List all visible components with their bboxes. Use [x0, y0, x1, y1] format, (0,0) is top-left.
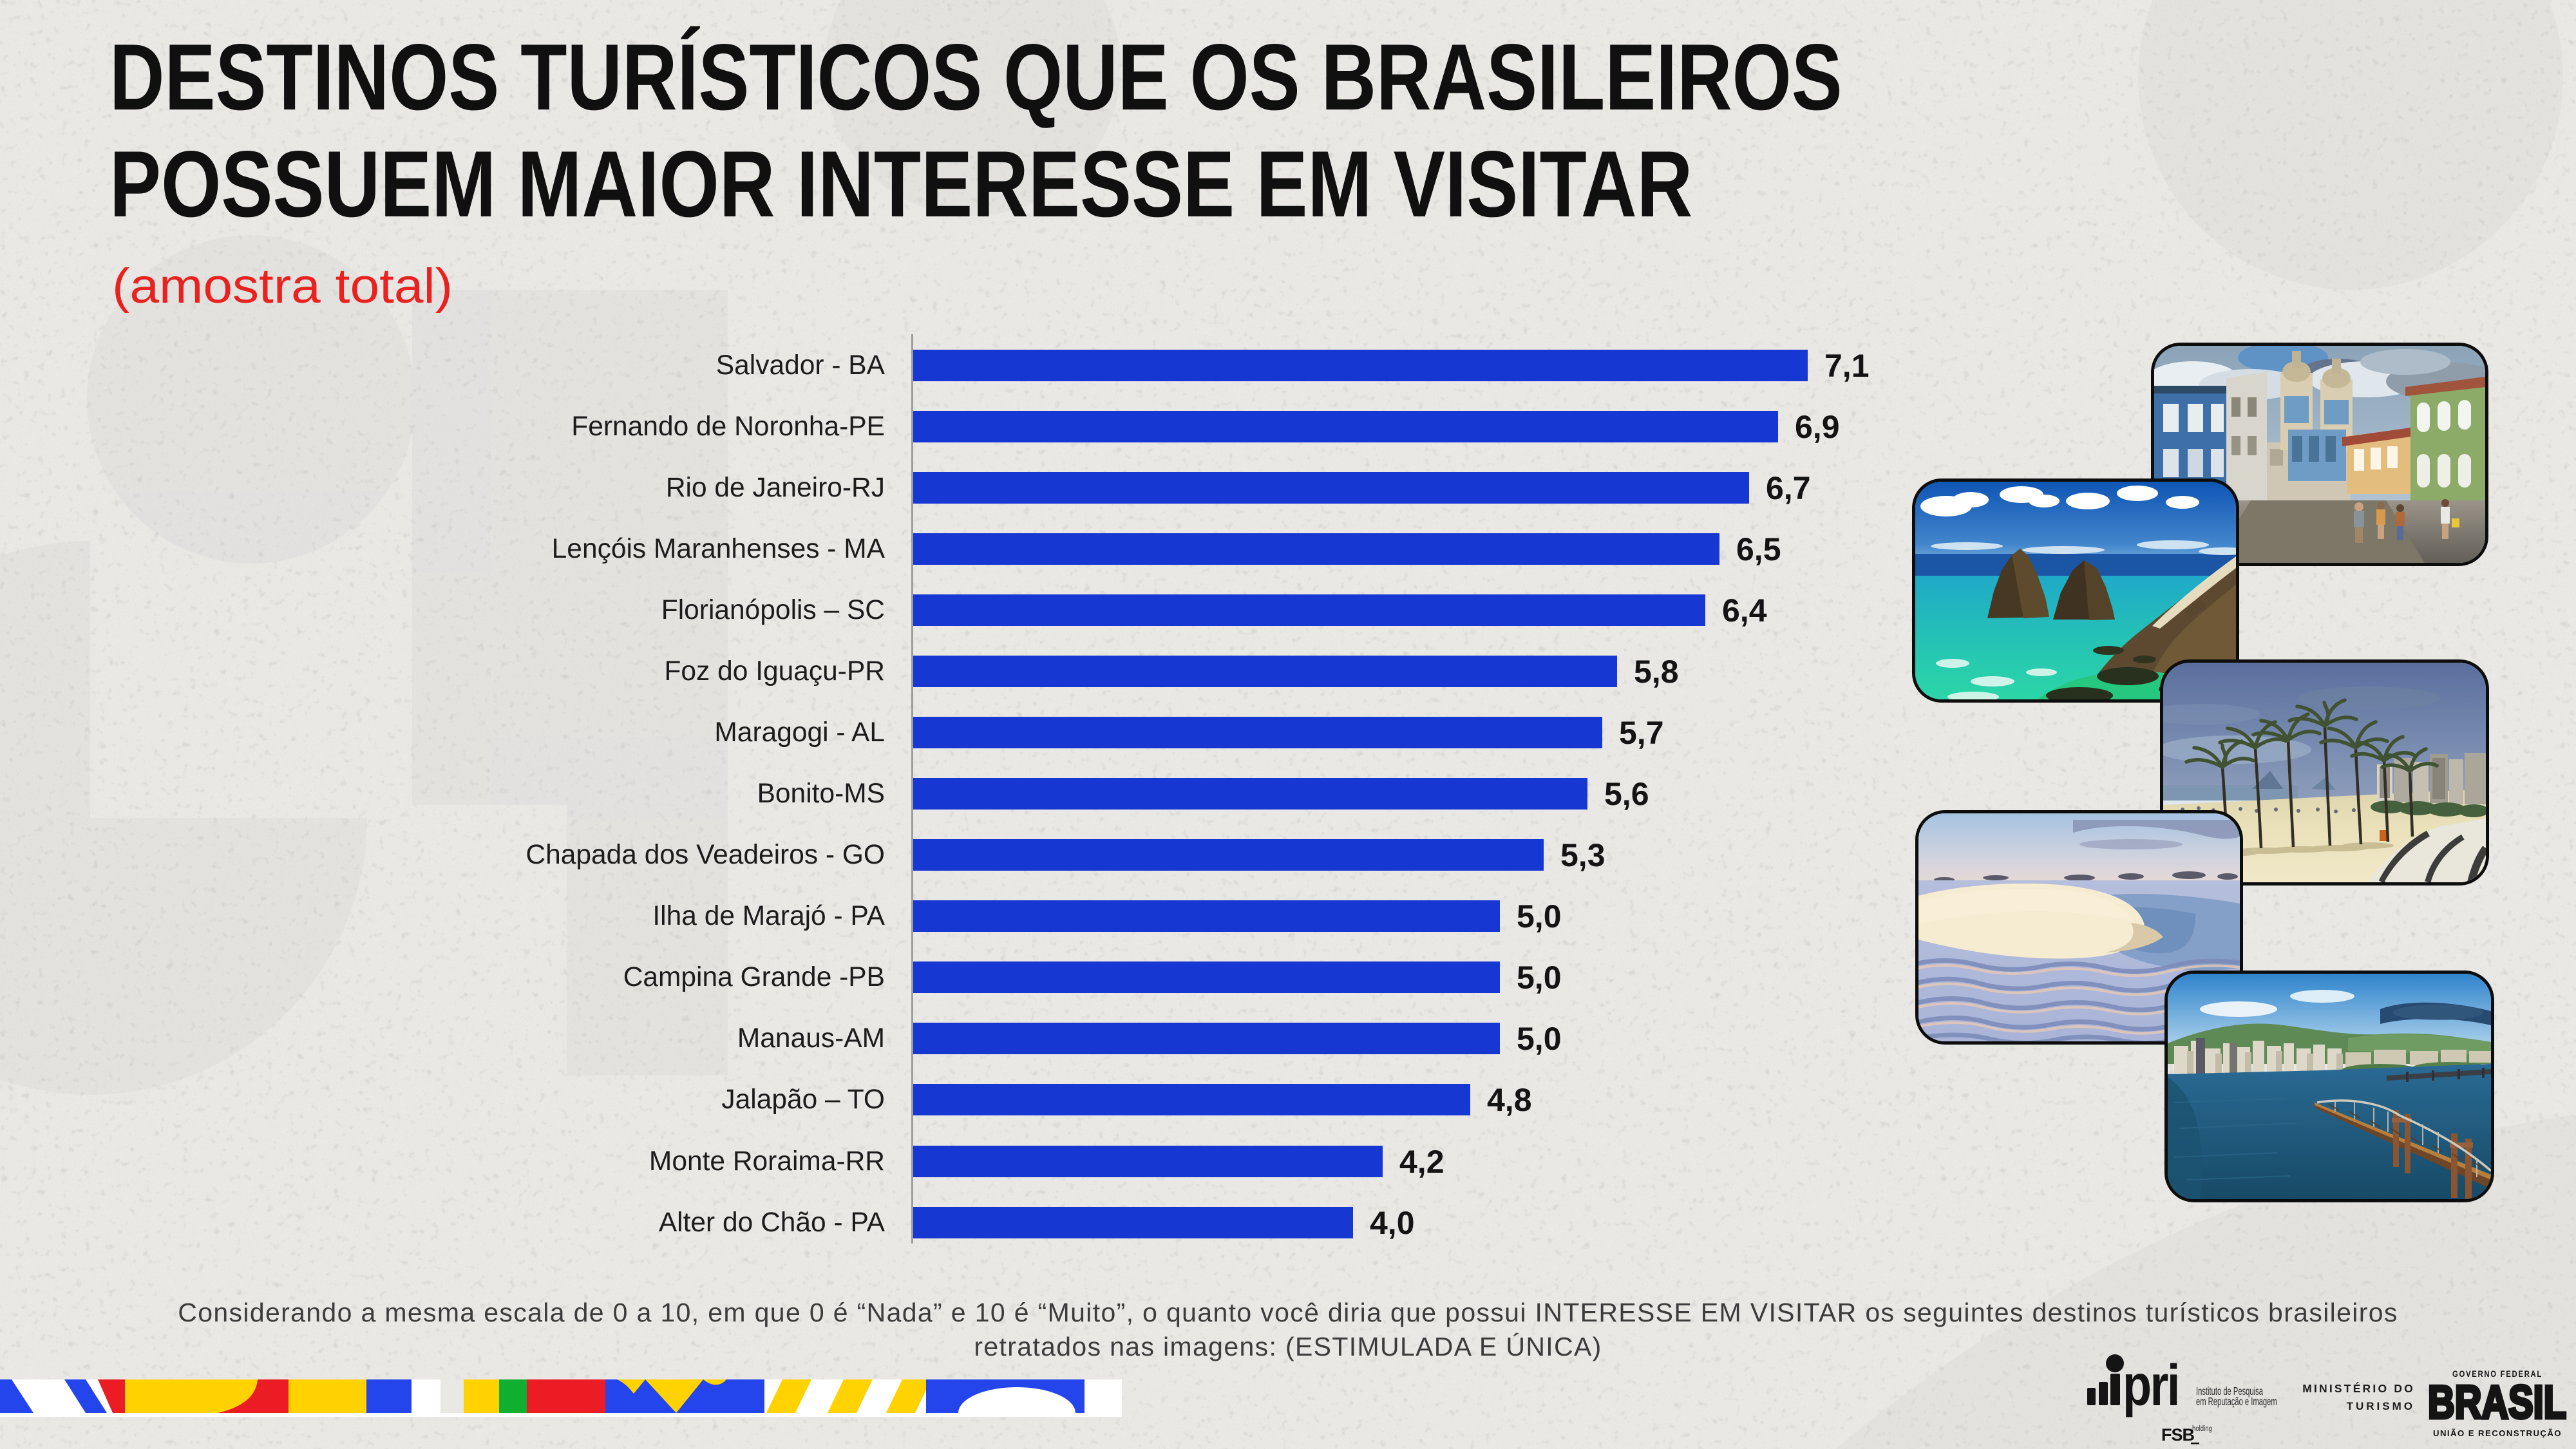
svg-text:pri: pri — [2123, 1354, 2179, 1418]
svg-text:FSB: FSB — [2161, 1425, 2195, 1444]
svg-text:UNIÃO E RECONSTRUÇÃO: UNIÃO E RECONSTRUÇÃO — [2433, 1428, 2562, 1438]
svg-text:holding: holding — [2192, 1425, 2212, 1433]
svg-text:GOVERNO FEDERAL: GOVERNO FEDERAL — [2452, 1369, 2543, 1379]
svg-text:BRASIL: BRASIL — [2428, 1377, 2566, 1428]
svg-text:em Reputação e Imagem: em Reputação e Imagem — [2196, 1396, 2277, 1408]
svg-text:Instituto de Pesquisa: Instituto de Pesquisa — [2196, 1386, 2264, 1398]
